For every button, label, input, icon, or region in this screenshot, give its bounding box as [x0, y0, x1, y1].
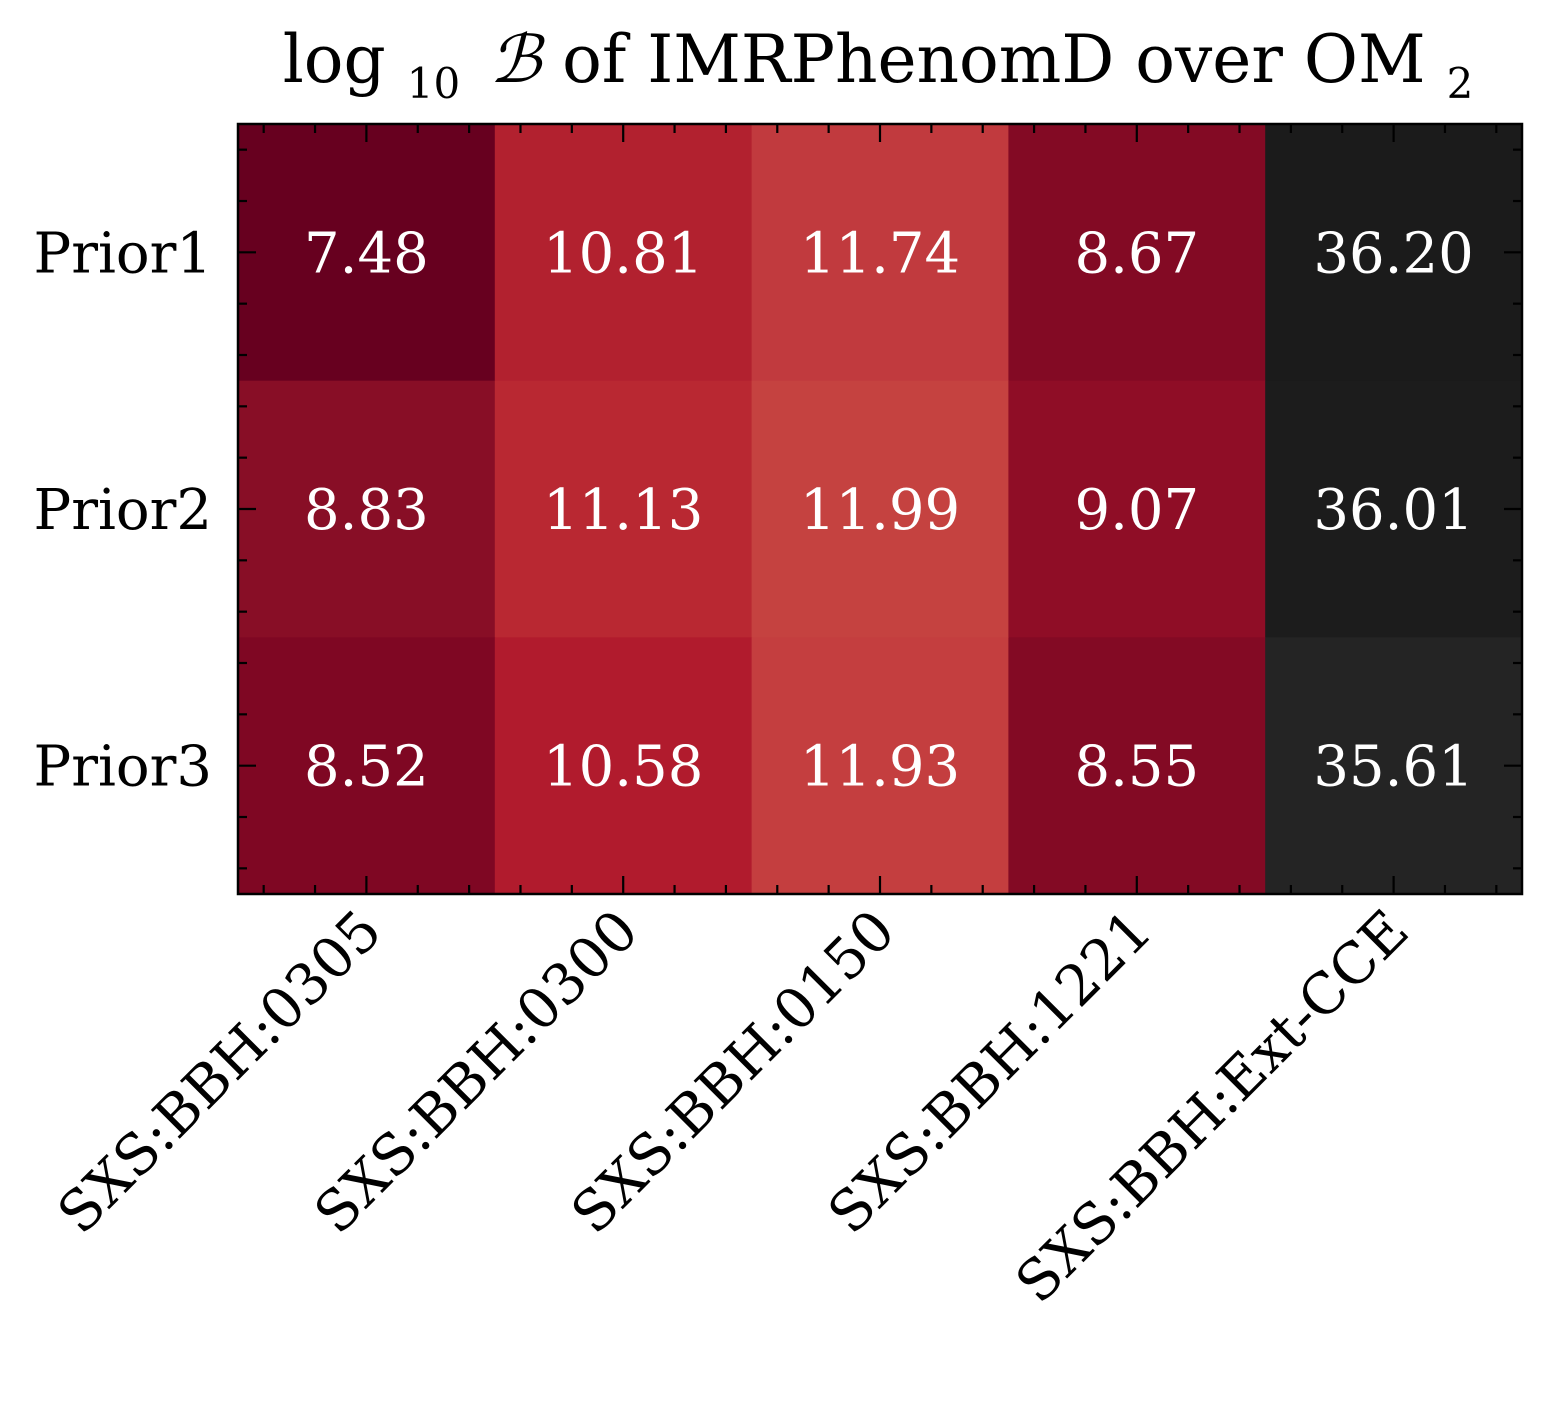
cell-value-label: 36.20	[1313, 221, 1473, 286]
title-text: of IMRPhenomD over OM	[562, 21, 1425, 98]
heatmap-cell	[494, 124, 753, 382]
heatmap-cell	[494, 380, 753, 638]
cell-value-label: 11.93	[800, 735, 960, 800]
cell-value-label: 9.07	[1074, 478, 1199, 543]
title-om-subscript: 2	[1447, 59, 1474, 108]
cell-value-label: 11.13	[543, 478, 703, 543]
cell-value-label: 36.01	[1313, 478, 1473, 543]
heatmap-cell	[751, 380, 1009, 638]
cell-value-label: 8.52	[304, 735, 429, 800]
heatmap-cell	[1265, 380, 1523, 638]
title-log-subscript: 10	[407, 59, 460, 108]
cell-value-label: 10.58	[543, 735, 703, 800]
heatmap-cell	[494, 637, 753, 895]
heatmap-cell	[751, 637, 1009, 895]
heatmap-cell	[1265, 637, 1523, 895]
cell-value-label: 8.83	[304, 478, 429, 543]
cell-value-label: 8.67	[1074, 221, 1199, 286]
title-symbol: ℬ	[489, 21, 545, 98]
cell-value-label: 11.74	[800, 221, 960, 286]
y-tick-label: Prior1	[34, 221, 212, 286]
heatmap-cell	[1265, 124, 1523, 382]
heatmap-cell	[1008, 380, 1266, 638]
cell-value-label: 35.61	[1313, 735, 1473, 800]
heatmap-cell	[238, 637, 496, 895]
axis-ticks	[238, 124, 1522, 894]
heatmap-cell	[1008, 637, 1266, 895]
heatmap-cell	[238, 380, 496, 638]
cell-value-label: 10.81	[543, 221, 703, 286]
heatmap-cell	[1008, 124, 1266, 382]
plot-frame	[236, 122, 1524, 896]
y-tick-label: Prior2	[34, 478, 212, 543]
y-axis-tick-labels: Prior1 Prior2 Prior3	[34, 221, 212, 799]
cell-value-label: 7.48	[304, 221, 429, 286]
heatmap-cell-labels: 7.48 10.81 11.74 8.67 36.20 8.83 11.13 11.99 9.0…	[304, 221, 1474, 799]
heatmap-cell	[751, 124, 1009, 382]
heatmap-cell	[238, 124, 496, 382]
heatmap-cells	[238, 124, 1523, 895]
chart-title: log 10 ℬ of IMRPhenomD over OM 2	[283, 21, 1474, 114]
cell-value-label: 11.99	[800, 478, 960, 543]
x-axis-tick-labels: SXS:BBH:0305SXS:BBH:0300SXS:BBH:0150SXS:…	[46, 898, 1422, 1316]
y-tick-label: Prior3	[34, 735, 212, 800]
title-log: log	[283, 21, 386, 98]
cell-value-label: 8.55	[1074, 735, 1199, 800]
